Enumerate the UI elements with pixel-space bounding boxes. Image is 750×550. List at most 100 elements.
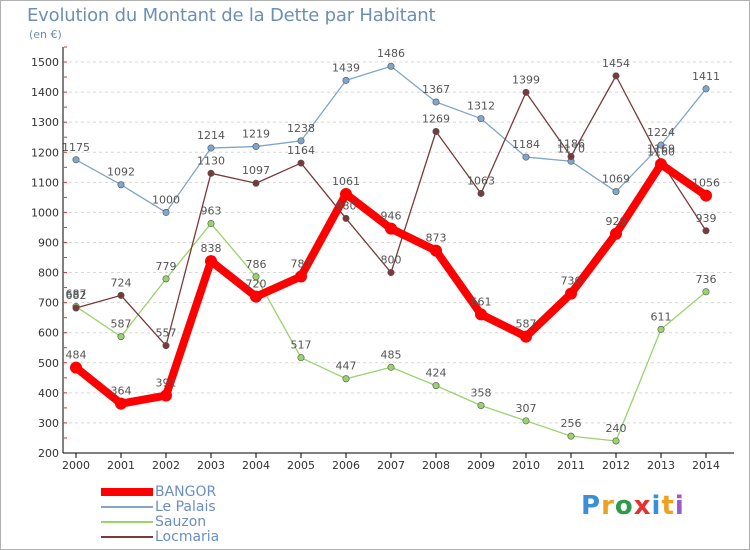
logo-letter: i: [651, 491, 662, 521]
legend-swatch: [101, 521, 153, 523]
data-label: 661: [471, 295, 492, 308]
data-point: [567, 432, 575, 440]
x-tick-label: 2008: [422, 459, 450, 472]
data-label: 720: [246, 278, 267, 291]
logo-letter: t: [661, 491, 675, 521]
data-point: [387, 62, 395, 70]
data-label: 1175: [62, 141, 90, 154]
x-tick-label: 2006: [332, 459, 360, 472]
legend-swatch: [101, 536, 153, 538]
data-label: 1312: [467, 100, 495, 113]
legend-label: Le Palais: [155, 499, 216, 515]
y-tick-label: 1000: [31, 206, 59, 219]
data-label: 1219: [242, 128, 270, 141]
y-tick-label: 400: [38, 387, 59, 400]
data-label: 256: [561, 417, 582, 430]
data-label: 1238: [287, 122, 315, 135]
data-point: [162, 342, 170, 350]
logo-letter: x: [633, 491, 652, 521]
data-label: 682: [66, 289, 87, 302]
x-tick-label: 2009: [467, 459, 495, 472]
proxiti-logo: Proxiti: [581, 491, 685, 521]
data-point: [432, 128, 440, 136]
data-point: [342, 214, 350, 222]
data-point: [387, 269, 395, 277]
x-tick-label: 2000: [62, 459, 90, 472]
data-label: 946: [381, 210, 402, 223]
data-point: [700, 189, 712, 202]
data-label: 447: [336, 360, 357, 373]
data-point: [117, 333, 125, 341]
data-point: [657, 325, 665, 333]
data-label: 1186: [557, 137, 585, 150]
x-tick-label: 2002: [152, 459, 180, 472]
data-point: [117, 181, 125, 189]
y-tick-label: 200: [38, 447, 59, 460]
data-label: 1056: [692, 177, 720, 190]
logo-letter: P: [581, 491, 602, 521]
data-point: [477, 115, 485, 123]
data-label: 838: [201, 242, 222, 255]
data-point: [72, 156, 80, 164]
data-label: 307: [516, 402, 537, 415]
data-label: 1170: [557, 142, 585, 155]
data-label: 736: [696, 273, 717, 286]
data-label: 587: [516, 318, 537, 331]
data-label: 800: [381, 254, 402, 267]
data-point: [432, 382, 440, 390]
data-label: 1169: [647, 143, 675, 156]
data-point: [567, 152, 575, 160]
data-label: 873: [426, 232, 447, 245]
y-tick-label: 800: [38, 267, 59, 280]
data-point: [250, 290, 262, 303]
data-label: 929: [606, 215, 627, 228]
data-label: 364: [111, 385, 132, 398]
data-label: 517: [291, 339, 312, 352]
data-point: [655, 158, 667, 171]
data-label: 391: [156, 377, 177, 390]
data-point: [432, 98, 440, 106]
y-tick-label: 500: [38, 357, 59, 370]
data-point: [702, 288, 710, 296]
data-point: [702, 85, 710, 93]
data-label: 1061: [332, 175, 360, 188]
data-label: 587: [111, 318, 132, 331]
data-label: 1367: [422, 83, 450, 96]
data-label: 1224: [647, 126, 675, 139]
data-point: [475, 308, 487, 321]
x-tick-label: 2012: [602, 459, 630, 472]
data-point: [522, 88, 530, 96]
x-tick-label: 2013: [647, 459, 675, 472]
x-tick-label: 2003: [197, 459, 225, 472]
data-point: [520, 330, 532, 343]
data-point: [115, 397, 127, 410]
x-tick-label: 2001: [107, 459, 135, 472]
data-label: 1214: [197, 129, 225, 142]
legend-label: BANGOR: [155, 484, 217, 500]
data-label: 611: [651, 310, 672, 323]
data-label: 939: [696, 212, 717, 225]
y-tick-label: 900: [38, 236, 59, 249]
data-label: 240: [606, 422, 627, 435]
data-point: [477, 401, 485, 409]
data-point: [522, 153, 530, 161]
data-point: [252, 273, 260, 281]
data-label: 730: [561, 275, 582, 288]
data-label: 963: [201, 205, 222, 218]
data-point: [295, 270, 307, 283]
data-label: 485: [381, 348, 402, 361]
data-point: [342, 375, 350, 383]
data-point: [117, 291, 125, 299]
x-tick-label: 2005: [287, 459, 315, 472]
data-label: 484: [66, 349, 87, 362]
y-tick-label: 1200: [31, 146, 59, 159]
data-label: 1092: [107, 166, 135, 179]
data-label: 787: [291, 257, 312, 270]
data-label: 779: [156, 260, 177, 273]
data-label: 1269: [422, 113, 450, 126]
data-point: [252, 143, 260, 151]
data-label: 1399: [512, 73, 540, 86]
y-tick-label: 600: [38, 327, 59, 340]
